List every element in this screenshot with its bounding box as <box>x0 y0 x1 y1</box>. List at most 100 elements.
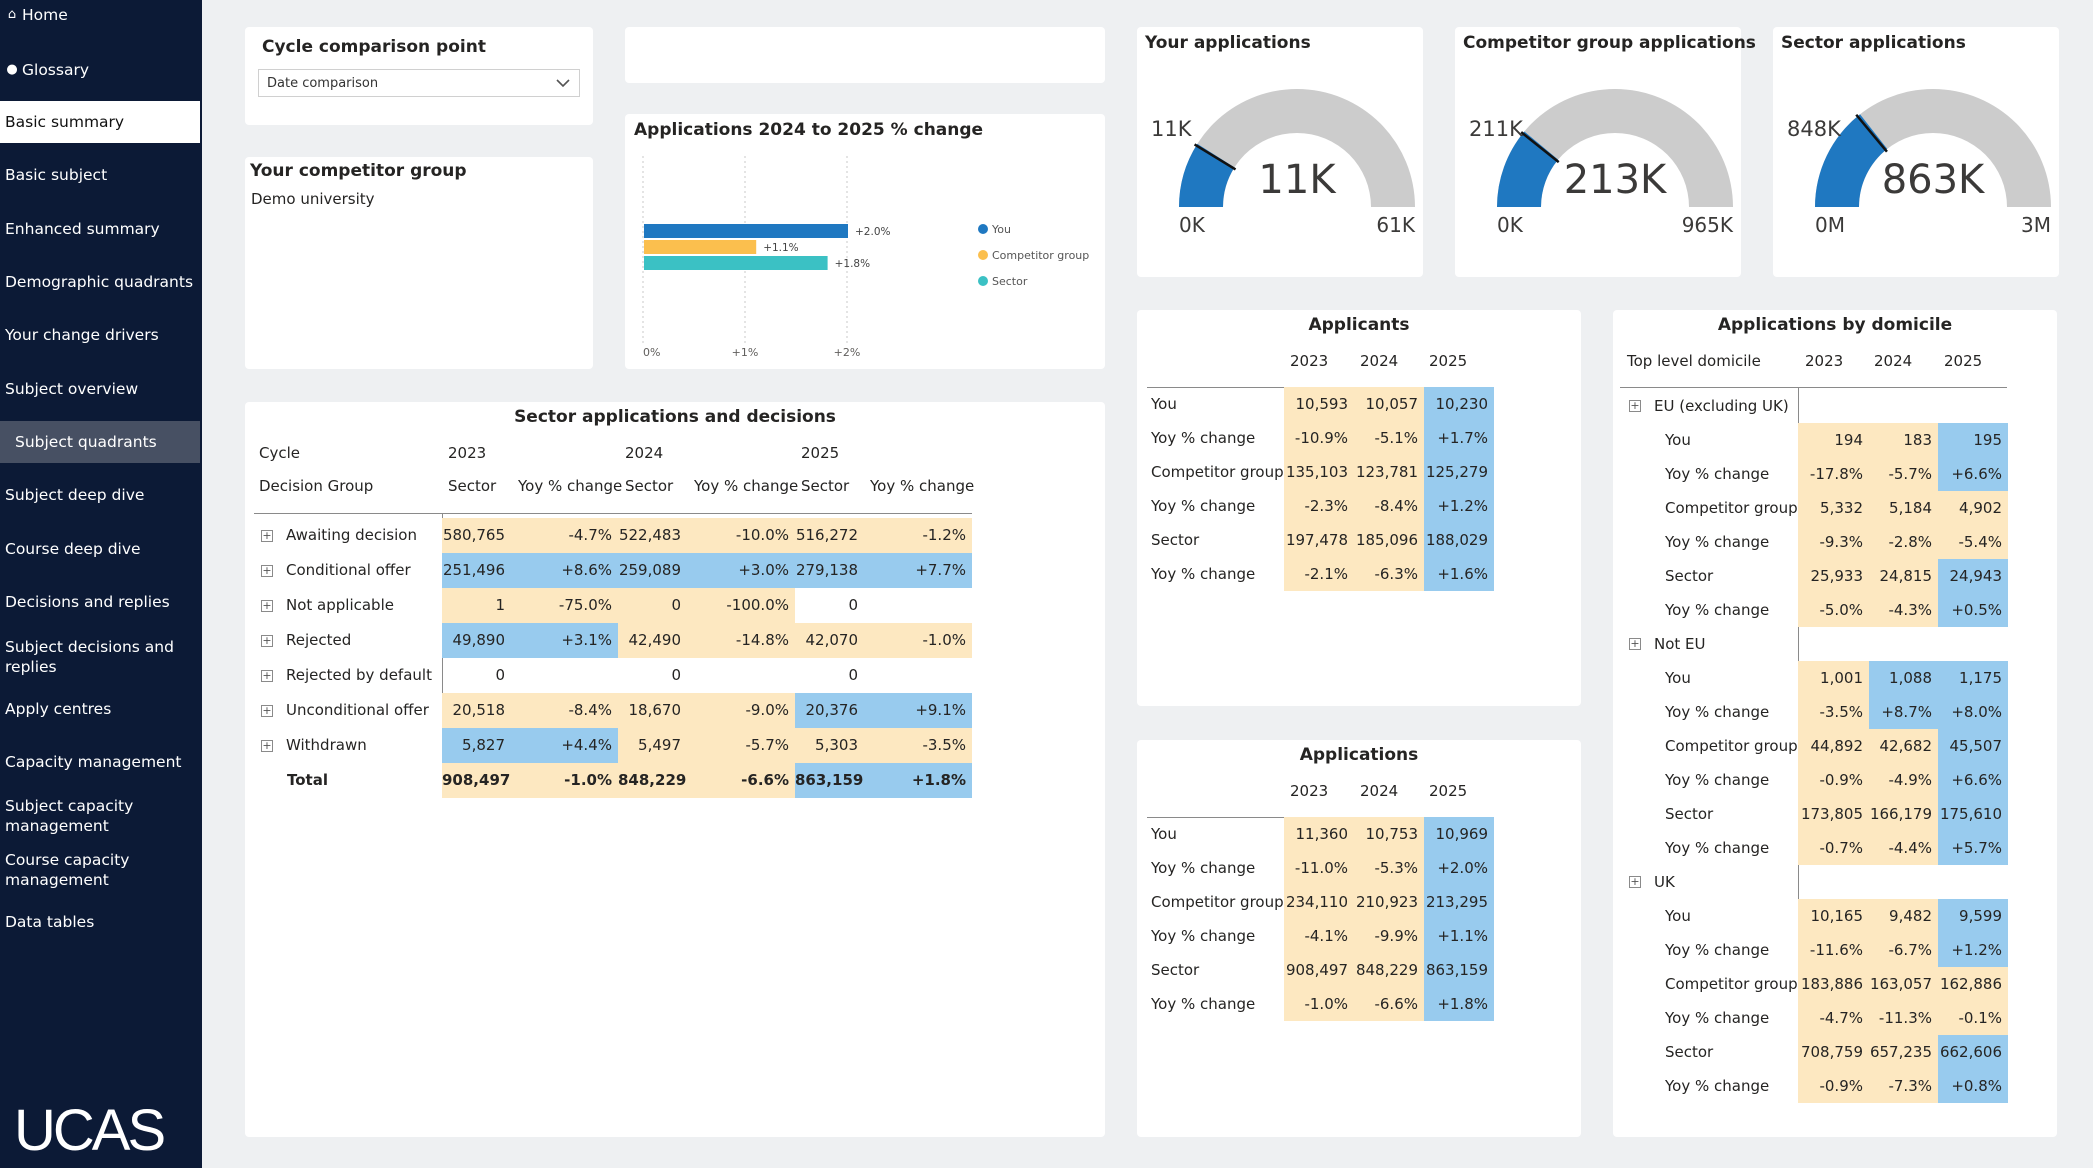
table-cell: -14.8% <box>687 623 795 658</box>
table-cell: 848,229 <box>618 763 687 798</box>
table-cell: +0.5% <box>1938 593 2008 627</box>
chart-x-tick: +1% <box>732 346 759 359</box>
nav-decisions-and-replies[interactable]: Decisions and replies <box>0 587 200 617</box>
table-cell: 162,886 <box>1938 967 2008 1001</box>
nav-course-deep-dive[interactable]: Course deep dive <box>0 534 200 564</box>
expand-row-icon[interactable]: + <box>261 669 273 682</box>
table-cell: 24,815 <box>1869 559 1938 593</box>
nav-home-label: Home <box>22 6 68 24</box>
sidebar: ⌂ Home ● Glossary Basic summary Basic subj… <box>0 0 202 1168</box>
expand-group-icon[interactable]: + <box>1629 399 1641 412</box>
row-label: Competitor group <box>1151 893 1284 911</box>
cycle-comparison-dropdown[interactable]: Date comparison <box>258 69 580 97</box>
row-label: You <box>1151 825 1177 843</box>
year-header: 2023 <box>1290 352 1329 370</box>
table-cell: 42,682 <box>1869 729 1938 763</box>
row-label: Yoy % change <box>1665 771 1770 789</box>
row-label: Yoy % change <box>1665 703 1770 721</box>
table-cell: -3.5% <box>1798 695 1869 729</box>
table-cell: -75.0% <box>511 588 618 623</box>
nav-subject-deep-dive[interactable]: Subject deep dive <box>0 480 200 510</box>
decision-group-label: Rejected by default <box>286 666 432 684</box>
table-cell: +6.6% <box>1938 457 2008 491</box>
expand-row-icon[interactable]: + <box>261 564 273 577</box>
nav-home[interactable]: ⌂ Home <box>0 0 200 30</box>
decision-group-header: Decision Group <box>259 477 374 495</box>
nav-basic-summary[interactable]: Basic summary <box>0 101 200 143</box>
expand-row-icon[interactable]: + <box>261 529 273 542</box>
nav-enhanced-summary[interactable]: Enhanced summary <box>0 214 200 244</box>
gauge-track <box>1497 89 1733 207</box>
expand-row-icon[interactable]: + <box>261 634 273 647</box>
nav-apply-centres[interactable]: Apply centres <box>0 694 200 724</box>
expand-row-icon[interactable]: + <box>261 599 273 612</box>
nav-your-change-drivers[interactable]: Your change drivers <box>0 320 200 350</box>
table-cell: +3.1% <box>511 623 618 658</box>
decision-group-label: Not applicable <box>286 596 394 614</box>
table-cell: -5.0% <box>1798 593 1869 627</box>
table-cell: -4.9% <box>1869 763 1938 797</box>
table-cell: -11.3% <box>1869 1001 1938 1035</box>
decision-group-label: Total <box>287 771 328 789</box>
nav-glossary-label: Glossary <box>22 61 89 79</box>
table-cell: 197,478 <box>1284 523 1354 557</box>
year-header: 2025 <box>1944 352 1983 370</box>
gauge-track <box>1815 89 2051 207</box>
table-cell: 1 <box>442 588 511 623</box>
nav-subject-quadrants-label: Subject quadrants <box>15 433 157 451</box>
expand-row-icon[interactable]: + <box>261 704 273 717</box>
blank-card <box>625 27 1105 83</box>
table-cell: 657,235 <box>1869 1035 1938 1069</box>
nav-subject-capacity-management[interactable]: Subject capacity management <box>0 794 200 838</box>
row-label: Yoy % change <box>1151 429 1256 447</box>
table-cell <box>687 658 795 693</box>
table-cell: 5,332 <box>1798 491 1869 525</box>
gauge-value: 213K <box>1563 157 1667 203</box>
decision-group-label: Awaiting decision <box>286 526 417 544</box>
nav-subject-decisions-and-replies[interactable]: Subject decisions and replies <box>0 635 200 679</box>
svg-text:UCAS: UCAS <box>14 1098 164 1156</box>
nav-glossary[interactable]: ● Glossary <box>0 55 200 85</box>
table-cell: +9.1% <box>864 693 972 728</box>
table-cell: 516,272 <box>795 518 864 553</box>
year-header: 2024 <box>1360 352 1399 370</box>
nav-course-capacity-management[interactable]: Course capacity management <box>0 848 200 892</box>
expand-group-icon[interactable]: + <box>1629 875 1641 888</box>
nav-subject-overview[interactable]: Subject overview <box>0 374 200 404</box>
table-cell: 173,805 <box>1798 797 1869 831</box>
table-cell: 194 <box>1798 423 1869 457</box>
chevron-down-icon <box>556 79 570 88</box>
nav-capacity-management[interactable]: Capacity management <box>0 747 200 777</box>
domicile-group-label: UK <box>1654 873 1675 891</box>
table-cell: 45,507 <box>1938 729 2008 763</box>
expand-row-icon[interactable]: + <box>261 739 273 752</box>
gauge-track <box>1179 89 1415 207</box>
gauge-target-marker <box>1855 113 1888 153</box>
table-cell: -2.8% <box>1869 525 1938 559</box>
table-cell: -1.2% <box>864 518 972 553</box>
sector-table-title: Sector applications and decisions <box>514 407 836 427</box>
table-cell: -0.9% <box>1798 763 1869 797</box>
nav-demographic-quadrants[interactable]: Demographic quadrants <box>0 267 200 297</box>
table-cell: -2.1% <box>1284 557 1354 591</box>
table-cell: 0 <box>848 596 858 614</box>
applications-title: Applications <box>1299 745 1419 765</box>
domicile-group-label: Not EU <box>1654 635 1706 653</box>
nav-data-tables[interactable]: Data tables <box>0 907 200 937</box>
row-label: Yoy % change <box>1151 497 1256 515</box>
table-cell: 185,096 <box>1354 523 1424 557</box>
table-cell: +1.7% <box>1424 421 1494 455</box>
row-label: Sector <box>1665 567 1714 585</box>
gauge-max-label: 965K <box>1681 213 1733 237</box>
gauge-dial <box>1179 89 1415 207</box>
expand-group-icon[interactable]: + <box>1629 637 1641 650</box>
table-cell: -5.1% <box>1354 421 1424 455</box>
nav-subject-quadrants[interactable]: Subject quadrants <box>0 421 200 463</box>
table-cell: -6.6% <box>687 763 795 798</box>
nav-basic-subject[interactable]: Basic subject <box>0 160 200 190</box>
table-cell: +7.7% <box>864 553 972 588</box>
table-cell: -8.4% <box>511 693 618 728</box>
table-cell: 125,279 <box>1424 455 1494 489</box>
table-cell: 10,165 <box>1798 899 1869 933</box>
table-cell: +4.4% <box>511 728 618 763</box>
